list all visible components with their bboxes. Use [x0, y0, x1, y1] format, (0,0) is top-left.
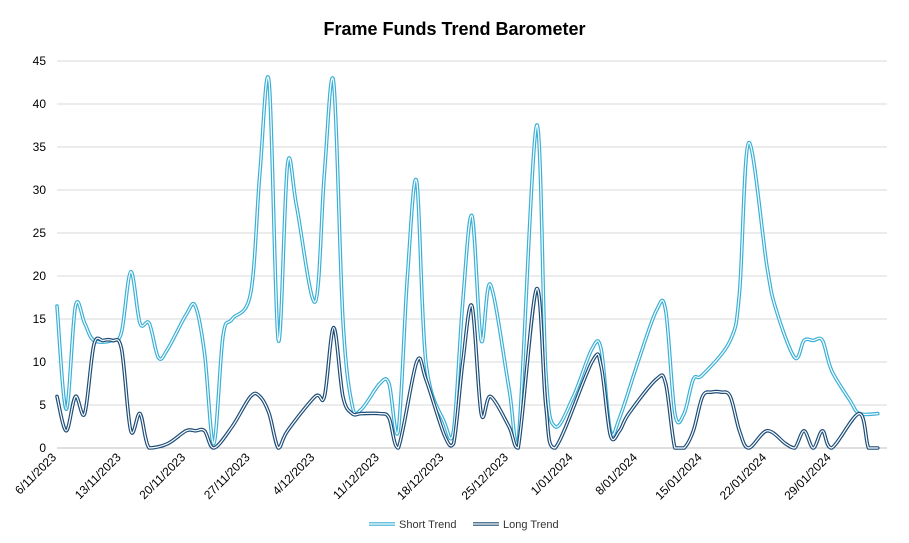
legend-label: Long Trend — [503, 519, 559, 531]
x-tick-label: 20/11/2023 — [136, 450, 188, 502]
y-tick-label: 40 — [33, 97, 47, 111]
grid-lines — [57, 60, 887, 449]
x-tick-label: 22/01/2024 — [717, 450, 770, 503]
y-tick-label: 15 — [33, 312, 47, 326]
legend-label: Short Trend — [399, 519, 456, 531]
chart-title: Frame Funds Trend Barometer — [323, 19, 586, 39]
series-short-trend — [55, 75, 880, 446]
legend-item: Long Trend — [473, 519, 559, 531]
y-tick-label: 25 — [33, 226, 47, 240]
series-line-inner — [56, 76, 879, 445]
x-tick-label: 29/01/2024 — [781, 450, 834, 503]
y-tick-label: 45 — [33, 54, 47, 68]
series-line-outer — [55, 287, 880, 450]
x-axis-ticks: 6/11/2023 13/11/2023 20/11/2023 27/11/2023 4… — [12, 450, 834, 503]
legend-item: Short Trend — [369, 519, 456, 531]
y-tick-label: 10 — [33, 355, 47, 369]
series-lines — [55, 75, 880, 450]
x-tick-label: 27/11/2023 — [201, 450, 253, 502]
y-tick-label: 35 — [33, 140, 47, 154]
y-tick-label: 5 — [39, 398, 46, 412]
x-tick-label: 4/12/2023 — [270, 450, 318, 498]
x-tick-label: 15/01/2024 — [652, 450, 705, 503]
x-tick-label: 11/12/2023 — [330, 450, 382, 502]
y-axis-ticks: 0 5 10 15 20 25 30 35 40 45 — [33, 54, 47, 455]
x-tick-label: 8/01/2024 — [592, 450, 640, 498]
legend: Short Trend Long Trend — [369, 519, 559, 531]
series-long-trend — [55, 287, 880, 450]
y-tick-label: 0 — [39, 441, 46, 455]
x-tick-label: 18/12/2023 — [394, 450, 447, 503]
x-tick-label: 6/11/2023 — [12, 450, 59, 497]
series-line-inner — [56, 288, 879, 449]
y-tick-label: 20 — [33, 269, 47, 283]
x-tick-label: 13/11/2023 — [72, 450, 124, 502]
series-line-outer — [55, 75, 880, 446]
y-tick-label: 30 — [33, 183, 47, 197]
x-tick-label: 1/01/2024 — [528, 450, 576, 498]
x-tick-label: 25/12/2023 — [459, 450, 512, 503]
